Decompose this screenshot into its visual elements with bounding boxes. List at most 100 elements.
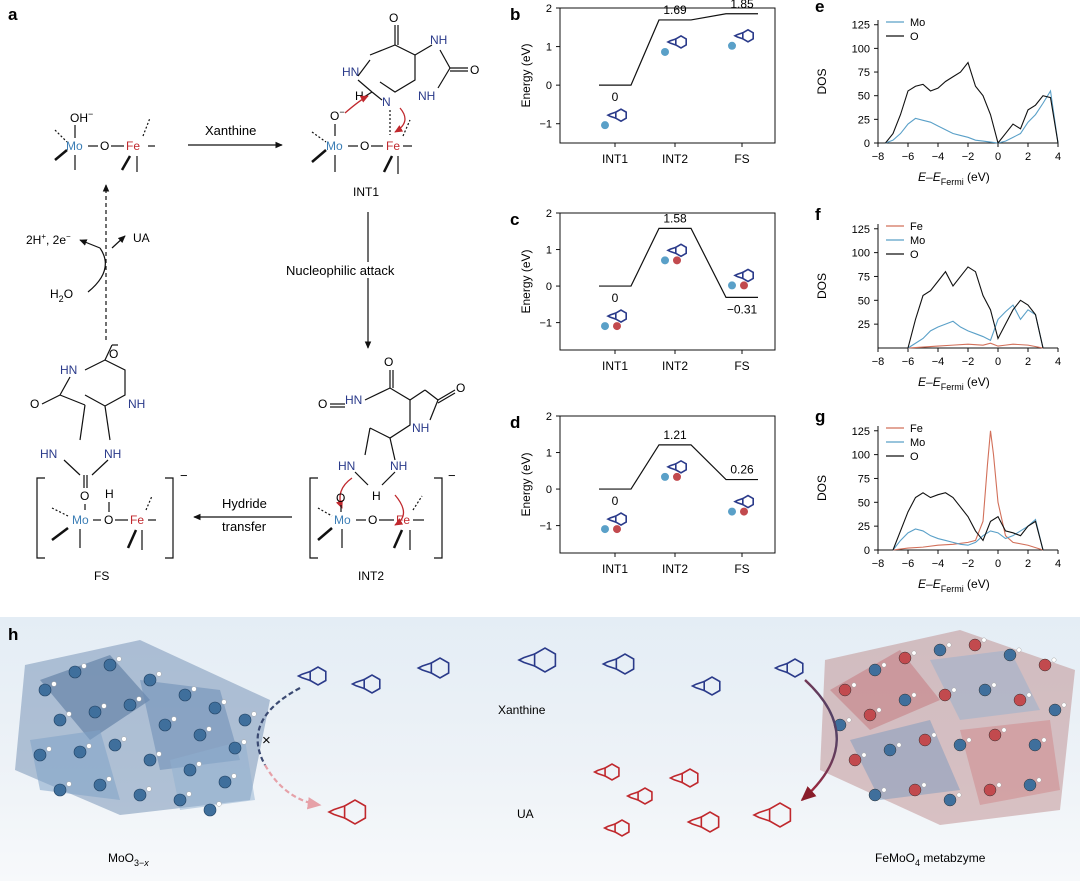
x-tick-label: 0: [995, 151, 1001, 163]
int1-hn-left: HN: [342, 65, 359, 79]
fe-atom: [848, 753, 862, 767]
x-tick-label: −8: [872, 356, 885, 368]
ring-5: [666, 463, 677, 471]
x-tick-label: 4: [1055, 151, 1061, 163]
ua-molecule: [592, 763, 620, 781]
mo-atom: [978, 683, 992, 697]
panel-letter-g: g: [815, 407, 825, 426]
fe-site-atom: [740, 507, 748, 516]
y-tick-label: 0: [864, 545, 870, 557]
energy-panel-d: d 2 1 0 −1 Energy (eV) INT1 INT2 FS 0 1.21 0.26: [510, 411, 776, 576]
o-atom: [106, 776, 112, 782]
x-tick-label: −6: [902, 356, 915, 368]
mo-atom: [933, 643, 947, 657]
mo-atom: [178, 688, 192, 702]
panel-letter-e: e: [815, 0, 824, 16]
dos-line-mo: [885, 89, 1059, 144]
dos-line-fe: [907, 342, 1044, 349]
mo-atom: [1048, 703, 1062, 717]
adsorbate-molecule: [666, 35, 687, 49]
bridge-o-label: O: [100, 139, 109, 153]
y-tick-label: 1: [546, 448, 552, 460]
legend-label-o: O: [910, 451, 919, 463]
ring-5: [606, 312, 617, 320]
x-axis-label: E–EFermi (eV): [918, 375, 990, 392]
y-tick-label: −1: [539, 318, 552, 330]
y-tick-label: 100: [852, 43, 870, 55]
o-atom: [101, 703, 107, 709]
adsorbate-molecule: [606, 309, 627, 323]
x-tick-label: 2: [1025, 558, 1031, 570]
o-atom: [951, 687, 957, 693]
y-tick-label: 1: [546, 245, 552, 257]
panel-letter-a: a: [8, 5, 18, 24]
y-axis-label: DOS: [815, 273, 829, 299]
int1-o-bridge: O: [360, 139, 369, 153]
dos-line-fe: [892, 430, 1044, 551]
panel-h-illustration: h MoO3−x × Xanthine UA FeM: [0, 617, 1080, 881]
energy-value-label: 1.58: [663, 211, 687, 225]
int2-label: INT2: [358, 569, 384, 583]
o-atom: [851, 682, 857, 688]
panel-a-mechanism: a OH− Mo O Fe Xanthine O: [8, 5, 479, 583]
int1-mo: Mo: [326, 139, 343, 153]
legend-label-fe: Fe: [910, 221, 923, 233]
ring-5: [773, 662, 788, 674]
dos-line-o: [892, 492, 1044, 551]
mo-atom: [53, 783, 67, 797]
legend-label-mo: Mo: [910, 437, 925, 449]
mo-atom: [868, 788, 882, 802]
fe-site-atom: [740, 281, 748, 290]
fs-o-left: O: [30, 397, 39, 411]
int2-o-top: O: [384, 355, 393, 369]
xanthine-molecule: [296, 666, 327, 686]
o-atom: [981, 637, 987, 643]
ring-5: [666, 38, 677, 46]
xanthine-label: Xanthine: [498, 703, 546, 717]
y-tick-label: 25: [858, 521, 870, 533]
x-tick-label: −2: [962, 151, 975, 163]
legend-label-fe: Fe: [910, 423, 923, 435]
int1-o-top: O: [389, 11, 398, 25]
ring-6: [675, 243, 687, 258]
int1-fe: Fe: [386, 139, 400, 153]
mo-atom: [898, 693, 912, 707]
int2-fe: Fe: [396, 513, 410, 527]
o-atom: [81, 663, 87, 669]
ring-5: [733, 271, 744, 280]
ring-5: [350, 678, 365, 690]
o-atom: [1001, 727, 1007, 733]
o-atom: [116, 656, 122, 662]
x-tick-label: 4: [1055, 558, 1061, 570]
adsorbate-molecule: [606, 512, 627, 526]
dos-line-mo: [907, 304, 1044, 349]
mo-site-atom: [661, 47, 669, 56]
x-tick-label: 0: [995, 356, 1001, 368]
ring-5: [668, 772, 683, 784]
blocked-arc-bottom: [264, 764, 322, 810]
mo-atom: [173, 793, 187, 807]
fs-nh-bottom: NH: [104, 447, 121, 461]
xanthine-molecule: [773, 658, 804, 678]
energy-value-label: −0.31: [727, 302, 758, 316]
o-atom: [251, 711, 257, 717]
energy-value-label: 1.21: [663, 428, 687, 442]
y-tick-label: 100: [852, 450, 870, 462]
o-atom: [911, 692, 917, 698]
energy-value-label: 1.85: [730, 0, 754, 11]
adsorbate-molecule: [733, 28, 754, 43]
mo-atom: [38, 683, 52, 697]
int1-h: H: [355, 89, 364, 103]
fs-o-top: O: [109, 347, 118, 361]
mo-site-atom: [601, 322, 609, 331]
y-tick-label: 75: [858, 473, 870, 485]
y-tick-label: 25: [858, 114, 870, 126]
x-tick-label: FS: [734, 562, 749, 576]
mo-atom: [73, 745, 87, 759]
x-tick-label: INT2: [662, 152, 688, 166]
mo-atom: [33, 748, 47, 762]
side-arrow-curve: [87, 247, 106, 293]
x-tick-label: 4: [1055, 356, 1061, 368]
y-axis-label: Energy (eV): [519, 452, 533, 516]
o-atom: [876, 707, 882, 713]
